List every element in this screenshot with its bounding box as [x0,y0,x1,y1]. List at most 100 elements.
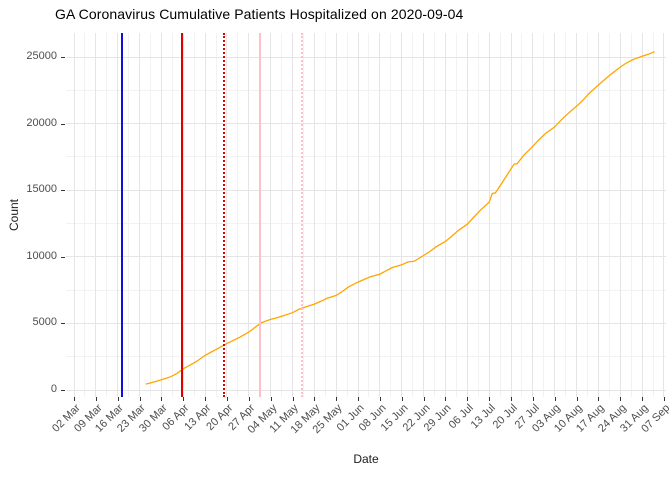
gridline-x-minor [390,33,392,397]
gridline-x-minor [565,33,567,397]
gridline-x-major [663,33,665,397]
gridline-x-major [160,33,162,397]
y-tick [61,323,65,325]
x-tick [489,397,491,401]
gridline-x-major [117,33,119,397]
event-marker-line-2020-05-13 [300,33,303,397]
y-tick [61,123,65,125]
gridline-x-minor [171,33,173,397]
gridline-x-major [182,33,184,397]
gridline-x-major [423,33,425,397]
y-tick [61,190,65,192]
gridline-x-minor [521,33,523,397]
gridline-x-minor [652,33,654,397]
event-marker-line-2020-04-04 [180,33,183,397]
event-marker-line-2020-04-30 [259,33,262,397]
gridline-x-major [379,33,381,397]
x-tick [467,397,469,401]
gridline-x-major [95,33,97,397]
gridline-x-major [313,33,315,397]
gridline-x-major [139,33,141,397]
gridline-x-major [270,33,272,397]
hospitalized-line [145,51,655,385]
x-tick [423,397,425,401]
gridline-x-major [292,33,293,397]
gridline-x-major [226,33,228,397]
gridline-x-major [597,33,599,397]
gridline-x-minor [128,33,130,397]
gridline-x-major [510,33,512,397]
x-tick [532,397,534,401]
gridline-x-minor [368,33,370,397]
y-tick-label: 10000 [26,249,57,262]
gridline-x-major [488,33,490,397]
x-tick [74,397,75,401]
gridline-x-major [73,33,75,397]
x-tick [598,397,600,401]
gridline-x-minor [193,33,195,397]
event-marker-line-2020-04-19 [223,33,226,397]
x-tick [445,397,447,401]
y-tick-label: 25000 [26,50,57,62]
x-tick [248,397,250,401]
gridline-x-minor [215,33,217,397]
y-axis-title: Count [7,198,21,232]
x-tick [183,397,185,401]
y-tick [61,256,65,258]
x-tick [576,397,578,401]
gridline-x-major [357,33,359,397]
x-tick [95,397,97,401]
gridline-x-minor [608,33,610,397]
gridline-x-major [401,33,403,397]
gridline-x-major [554,33,556,397]
gridline-x-minor [324,33,326,397]
gridline-x-minor [455,33,457,397]
gridline-x-minor [346,33,348,397]
y-tick-label: 15000 [26,183,57,196]
x-tick [379,397,381,401]
x-tick [117,397,119,401]
gridline-x-minor [149,33,151,397]
gridline-x-minor [499,33,501,397]
x-tick-label: 13 Jul [468,402,498,432]
chart-title: GA Coronavirus Cumulative Patients Hospi… [55,6,464,22]
gridline-x-minor [106,33,108,397]
gridline-x-minor [237,33,239,397]
x-tick [314,397,316,401]
gridline-x-minor [412,33,414,397]
x-tick [620,397,622,401]
event-marker-line-2020-03-17 [121,33,124,397]
gridline-x-minor [302,33,304,397]
y-tick [61,390,65,391]
x-tick-label: 06 Jul [446,402,476,432]
gridline-x-minor [477,33,479,397]
x-tick [401,397,403,401]
gridline-x-major [248,33,250,397]
x-axis-title: Date [353,452,379,466]
gridline-x-minor [84,33,86,397]
gridline-x-major [335,33,337,397]
gridline-y-major [66,389,666,391]
y-tick [61,57,65,58]
x-tick [292,397,294,401]
gridline-x-major [444,33,446,397]
gridline-x-minor [630,33,632,397]
x-tick [205,397,207,401]
x-tick [663,397,665,401]
gridline-x-major [204,33,206,397]
x-tick [336,397,338,401]
gridline-x-major [641,33,643,397]
gridline-x-major [532,33,534,397]
x-tick [226,397,228,401]
y-tick-label: 20000 [26,116,57,129]
x-tick [511,397,512,401]
gridline-x-major [619,33,621,397]
x-tick [358,397,360,401]
gridline-x-major [576,33,578,397]
x-tick [270,397,272,401]
x-tick [642,397,644,401]
gridline-x-major [466,33,468,397]
y-tick-label: 5000 [32,316,57,329]
gridline-x-minor [434,33,436,397]
